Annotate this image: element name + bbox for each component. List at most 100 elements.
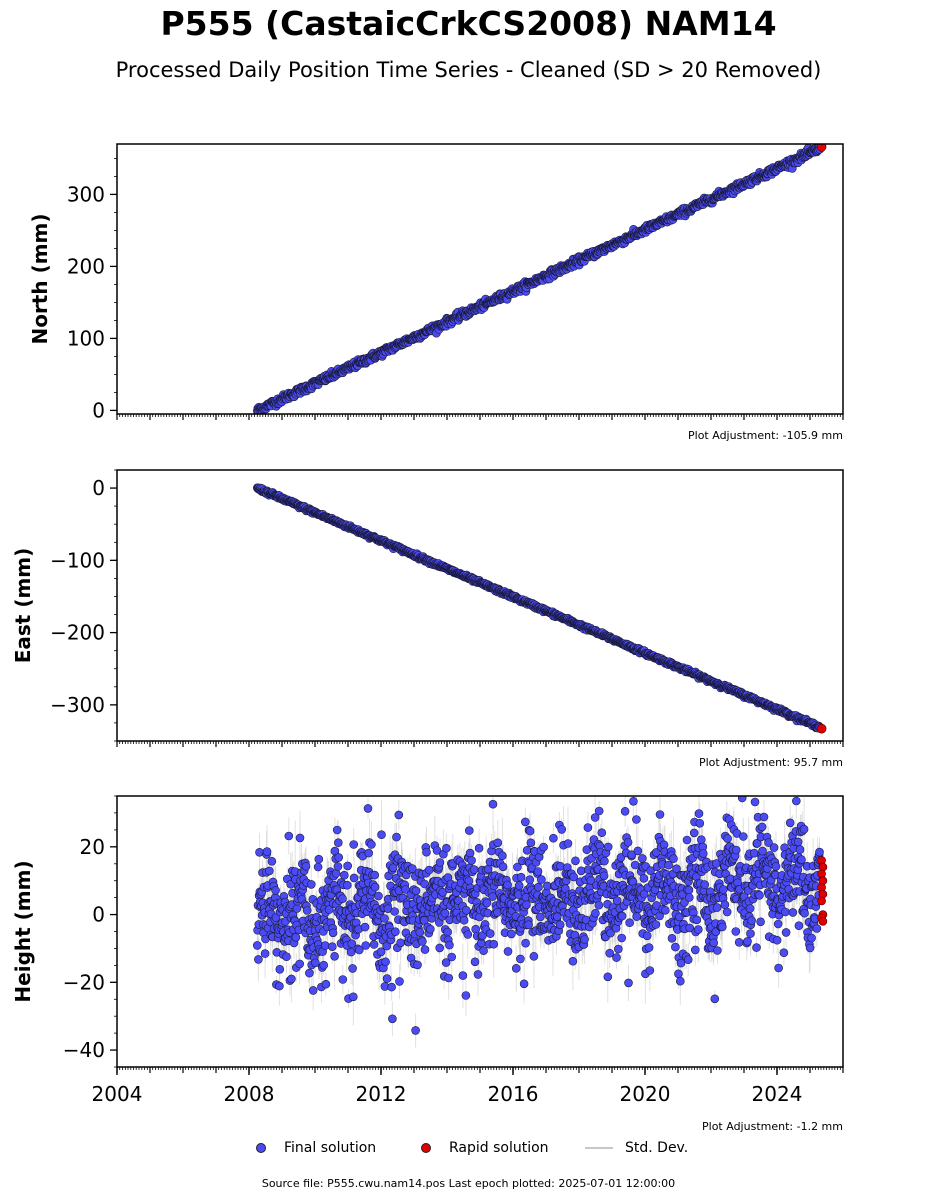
- final-point: [360, 922, 370, 932]
- final-point: [343, 861, 353, 871]
- final-point: [458, 971, 468, 980]
- east-x-ticks: [116, 741, 844, 747]
- east-rapid-points: [816, 723, 827, 734]
- final-point: [314, 854, 324, 864]
- final-point: [311, 958, 320, 968]
- final-point: [291, 932, 301, 942]
- final-point: [363, 804, 373, 813]
- final-point: [407, 864, 417, 873]
- final-point: [370, 870, 380, 880]
- final-point: [425, 924, 435, 934]
- final-point: [342, 880, 352, 890]
- final-point: [388, 863, 398, 873]
- final-point: [441, 958, 451, 967]
- final-point: [308, 986, 318, 995]
- final-point: [440, 908, 450, 918]
- y-tick-label: 0: [92, 398, 105, 422]
- final-point: [313, 862, 323, 872]
- height-final-points: [252, 796, 825, 1035]
- final-point: [321, 979, 331, 989]
- final-point: [479, 946, 488, 956]
- north-x-ticks: [116, 414, 844, 420]
- page-title: P555 (CastaicCrkCS2008) NAM14: [160, 4, 777, 43]
- final-point: [252, 941, 262, 950]
- final-point: [348, 964, 357, 973]
- final-point: [292, 904, 302, 913]
- final-point: [445, 940, 454, 950]
- final-point: [435, 943, 445, 953]
- final-point: [302, 906, 312, 915]
- final-point: [367, 840, 376, 849]
- north-data: [253, 144, 827, 414]
- final-point: [511, 963, 521, 973]
- north-final-points: [253, 144, 825, 414]
- final-point: [482, 898, 492, 908]
- final-point: [262, 847, 272, 856]
- final-point: [459, 915, 469, 925]
- final-point: [382, 974, 392, 983]
- height-panel: 2004 2008 2012 2016 2020 2024−40−20020Height …: [11, 795, 844, 1133]
- east-final-points: [252, 483, 825, 733]
- rapid-point: [816, 723, 827, 734]
- final-point: [267, 856, 277, 866]
- final-point: [424, 865, 434, 875]
- final-point: [418, 937, 427, 946]
- east-data: [252, 483, 827, 734]
- final-point: [443, 927, 452, 937]
- final-point: [503, 947, 513, 956]
- final-point: [396, 938, 405, 948]
- final-point: [320, 941, 330, 950]
- final-point: [369, 940, 379, 949]
- final-point: [324, 905, 334, 914]
- y-tick-label: 200: [67, 254, 105, 278]
- east-y-label: East (mm): [11, 548, 35, 664]
- final-point: [347, 939, 357, 949]
- y-tick-label: −200: [50, 621, 105, 645]
- final-point: [354, 945, 364, 955]
- y-tick-label: −300: [50, 693, 105, 717]
- final-point: [255, 847, 264, 857]
- final-point: [382, 941, 392, 951]
- final-point: [390, 907, 399, 916]
- final-point: [287, 974, 296, 984]
- final-point: [489, 939, 499, 949]
- final-point: [444, 973, 454, 983]
- final-point: [498, 862, 508, 872]
- final-point: [376, 947, 386, 957]
- final-point: [488, 799, 498, 809]
- final-point: [338, 894, 347, 904]
- final-point: [392, 832, 401, 842]
- final-point: [503, 880, 512, 890]
- final-point: [513, 862, 522, 872]
- final-point: [254, 955, 263, 964]
- final-point: [275, 981, 284, 991]
- final-point: [435, 858, 445, 867]
- final-point: [470, 957, 480, 967]
- final-point: [330, 951, 339, 961]
- final-point: [339, 870, 349, 880]
- final-point: [391, 927, 400, 937]
- north-panel: 0 100 200 300 North (mm) Plot Adjustment: -10…: [28, 143, 844, 442]
- y-tick-label: 100: [67, 326, 105, 350]
- east-panel: −300 −200 −100 0 East (mm) Plot Adjustment: 9…: [11, 469, 844, 769]
- final-point: [327, 942, 337, 952]
- final-point: [295, 959, 305, 969]
- final-point: [469, 865, 479, 874]
- final-point: [275, 964, 285, 974]
- final-point: [332, 825, 342, 835]
- final-point: [370, 882, 380, 892]
- final-point: [282, 952, 291, 962]
- final-point: [464, 876, 474, 886]
- height-data: [252, 796, 828, 1048]
- final-point: [377, 830, 386, 840]
- east-frame: [116, 469, 844, 742]
- final-point: [473, 970, 483, 979]
- north-adjustment-note: Plot Adjustment: -105.9 mm: [688, 429, 843, 442]
- final-point: [411, 1026, 420, 1035]
- final-point: [380, 914, 389, 923]
- north-y-label: North (mm): [28, 213, 52, 344]
- final-point: [493, 838, 503, 848]
- final-point: [301, 861, 311, 871]
- final-point: [422, 847, 431, 857]
- final-point: [447, 952, 457, 962]
